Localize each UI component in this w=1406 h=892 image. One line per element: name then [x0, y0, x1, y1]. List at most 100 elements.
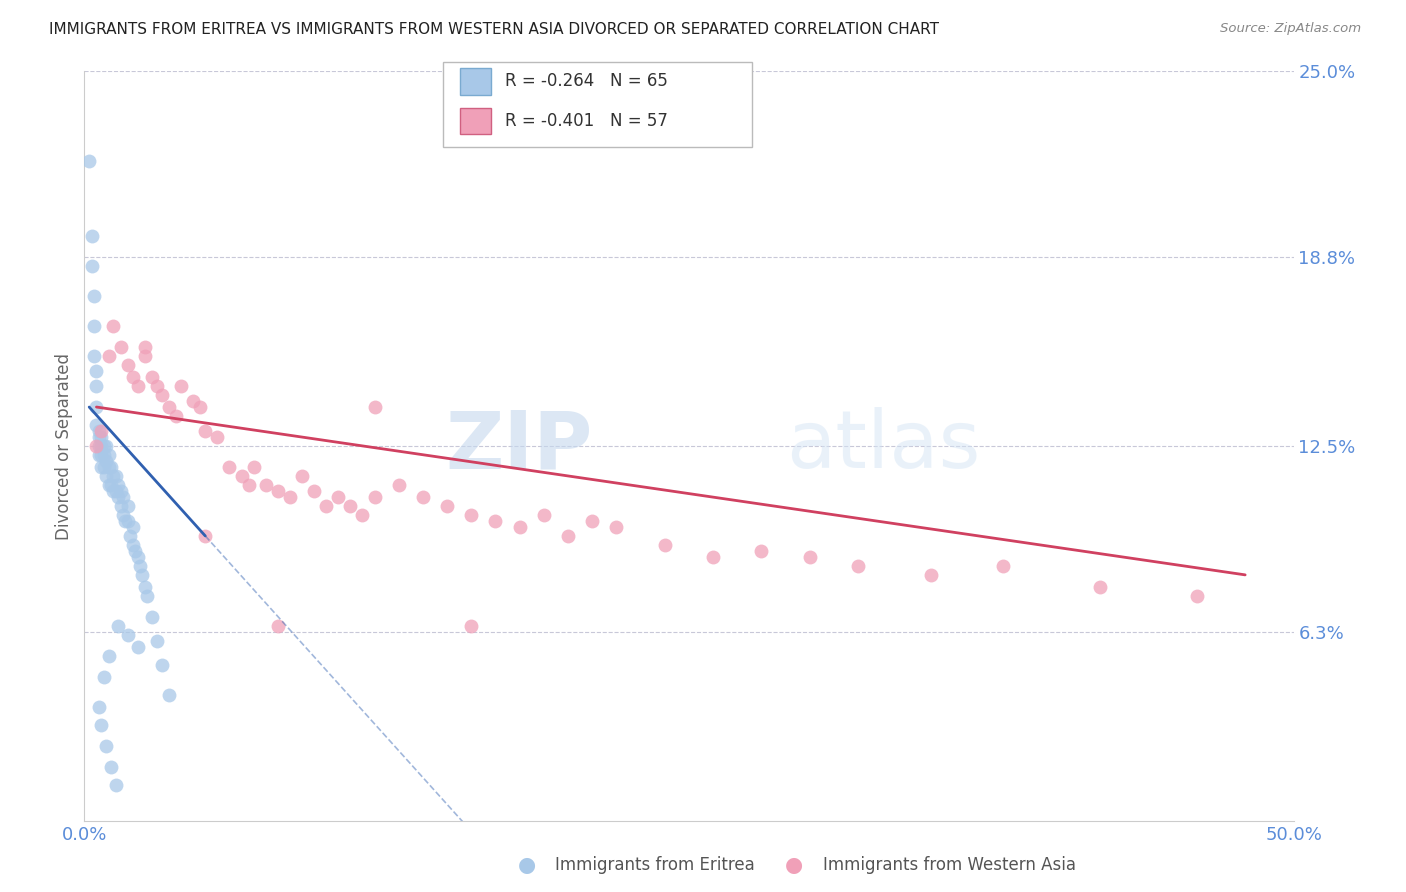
Point — [87, 439, 110, 453]
Point — [278, 490, 301, 504]
Point — [557, 529, 579, 543]
Point — [97, 478, 120, 492]
Point — [80, 259, 103, 273]
Point — [605, 520, 627, 534]
Point — [129, 558, 152, 573]
Point — [93, 448, 115, 462]
Point — [388, 478, 411, 492]
Point — [460, 619, 482, 633]
Point — [238, 478, 260, 492]
Point — [97, 460, 120, 475]
Text: ●: ● — [519, 855, 536, 875]
Point — [100, 478, 122, 492]
Point — [110, 499, 132, 513]
Point — [131, 567, 153, 582]
Point — [104, 778, 127, 792]
Point — [93, 460, 115, 475]
Point — [87, 448, 110, 462]
Point — [141, 370, 163, 384]
Point — [146, 633, 169, 648]
Point — [86, 379, 108, 393]
Point — [363, 400, 385, 414]
Text: ●: ● — [786, 855, 803, 875]
Point — [103, 319, 125, 334]
Text: R = -0.264   N = 65: R = -0.264 N = 65 — [505, 72, 668, 90]
Point — [86, 439, 108, 453]
Point — [150, 388, 173, 402]
Point — [484, 514, 506, 528]
Point — [90, 717, 112, 731]
Text: ZIP: ZIP — [444, 407, 592, 485]
Point — [291, 469, 314, 483]
Point — [846, 558, 869, 573]
Point — [112, 508, 135, 522]
Point — [93, 670, 115, 684]
Point — [150, 657, 173, 672]
Point — [121, 370, 143, 384]
Point — [86, 364, 108, 378]
Point — [121, 520, 143, 534]
Point — [127, 640, 149, 654]
Point — [134, 340, 156, 354]
Point — [90, 460, 112, 475]
Point — [267, 483, 290, 498]
Point — [1185, 589, 1208, 603]
Point — [124, 544, 146, 558]
Point — [194, 424, 217, 438]
Point — [654, 538, 676, 552]
Point — [100, 460, 122, 475]
Point — [533, 508, 555, 522]
Point — [87, 699, 110, 714]
Point — [412, 490, 434, 504]
Point — [117, 358, 139, 372]
Point — [254, 478, 277, 492]
Point — [509, 520, 531, 534]
Point — [90, 430, 112, 444]
Point — [170, 379, 193, 393]
Point — [86, 417, 108, 432]
Text: R = -0.401   N = 57: R = -0.401 N = 57 — [505, 112, 668, 130]
Point — [328, 490, 350, 504]
Point — [702, 549, 724, 564]
Point — [77, 154, 100, 169]
Point — [339, 499, 361, 513]
Point — [363, 490, 385, 504]
Point — [218, 460, 240, 475]
Point — [1088, 580, 1111, 594]
Point — [94, 439, 117, 453]
Point — [87, 430, 110, 444]
Point — [920, 567, 942, 582]
Point — [302, 483, 325, 498]
Point — [134, 580, 156, 594]
Point — [136, 589, 159, 603]
Point — [146, 379, 169, 393]
Point — [112, 490, 135, 504]
Point — [94, 739, 117, 753]
Point — [83, 319, 105, 334]
Point — [134, 349, 156, 363]
Point — [165, 409, 187, 423]
Point — [157, 400, 180, 414]
Point — [121, 538, 143, 552]
Point — [104, 483, 127, 498]
Point — [242, 460, 264, 475]
Point — [190, 400, 212, 414]
Text: Immigrants from Eritrea: Immigrants from Eritrea — [555, 856, 755, 874]
Point — [267, 619, 290, 633]
Point — [117, 628, 139, 642]
Point — [100, 760, 122, 774]
Point — [83, 349, 105, 363]
Point — [352, 508, 374, 522]
Point — [90, 424, 112, 438]
Point — [120, 529, 142, 543]
Point — [97, 648, 120, 663]
Point — [315, 499, 337, 513]
Point — [117, 514, 139, 528]
Point — [436, 499, 458, 513]
Point — [103, 483, 125, 498]
Point — [127, 549, 149, 564]
Point — [231, 469, 253, 483]
Point — [103, 469, 125, 483]
Point — [581, 514, 603, 528]
Point — [87, 424, 110, 438]
